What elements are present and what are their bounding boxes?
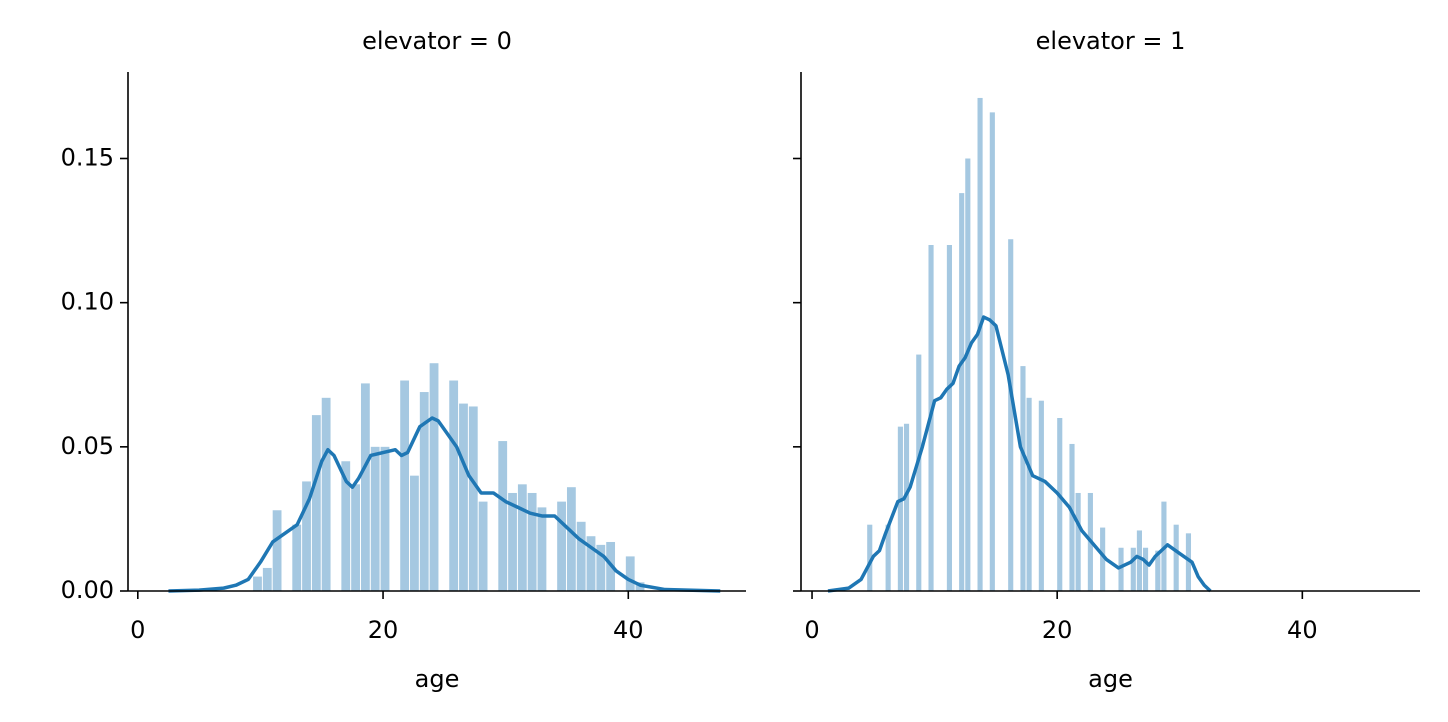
histogram-bar [380,446,390,591]
histogram-bar [478,501,488,591]
x-tick-label: 20 [368,616,399,644]
panel-title: elevator = 0 [362,27,512,55]
histogram-bar [1185,533,1192,591]
kde-line [827,315,1212,593]
histogram-bar [1020,366,1026,591]
histogram-bar [370,446,380,591]
y-tick-label: 0.05 [61,432,114,460]
x-tick-label: 20 [1042,616,1073,644]
histogram-bar [498,441,508,591]
histogram-bar [1173,524,1179,591]
histogram-bar [566,487,576,591]
x-tick-label: 40 [1287,616,1318,644]
histogram-bar [1038,400,1044,591]
histogram-bar [272,510,282,591]
histogram-bar [1026,397,1032,591]
histogram-bar [867,524,873,591]
histogram-bar [360,383,370,591]
histogram-bar [517,484,527,591]
histogram-bar [1008,239,1014,591]
histogram-bar [885,524,891,591]
histogram-bar [321,397,331,591]
histogram-bar [537,507,547,591]
histogram-bar [351,484,360,591]
histogram-bar [1136,530,1142,591]
x-axis-label: age [415,665,460,693]
x-tick-label: 0 [130,616,145,644]
histogram-bar [468,406,478,591]
histogram-bar [596,544,606,591]
y-tick-label: 0.10 [61,288,114,316]
histogram-bar [1118,547,1124,591]
histogram-bar [341,461,351,591]
histogram-bar [302,481,311,591]
histogram-bar [1069,443,1075,591]
histogram-bar [1057,418,1063,591]
histogram-bar [400,380,410,591]
histogram-bar [946,245,952,591]
histogram-bar [410,475,419,591]
histogram-bar [625,556,635,591]
histogram-bar [508,492,517,591]
histogram-bar [1100,527,1106,591]
histogram-bar [1130,547,1136,591]
x-tick-label: 0 [804,616,819,644]
x-axis-label: age [1088,665,1133,693]
histogram-bar [459,403,468,591]
panel-title: elevator = 1 [1036,27,1186,55]
histogram-bar [292,524,302,591]
x-tick-label: 40 [613,616,644,644]
histogram-bar [977,97,983,591]
y-tick-label: 0.15 [61,144,114,172]
histogram-bar [449,380,459,591]
histogram-bar [965,158,971,591]
histogram-bar [429,363,439,591]
histogram-bar [916,354,922,591]
histogram-bar [576,521,586,591]
histogram-bar [586,536,596,591]
histogram-bar [262,567,272,591]
histogram-bar [959,193,965,591]
histogram-bar [311,415,321,591]
histogram-bar [419,392,429,591]
histogram-bar [253,576,262,591]
histogram-bar [1142,547,1149,591]
kde-line [168,416,721,593]
histogram-bar [1075,492,1081,591]
histogram-bar [1155,550,1161,591]
histogram-bar [557,501,566,591]
histogram-bar [897,426,903,591]
histogram-bar [903,423,910,591]
histogram-bar [989,112,995,591]
y-tick-label: 0.00 [61,576,114,604]
histogram-bar [527,492,537,591]
